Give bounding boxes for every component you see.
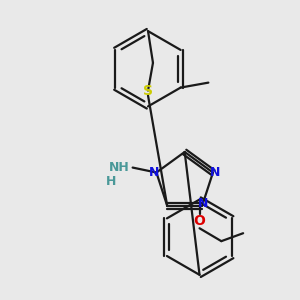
Text: NH: NH: [108, 161, 129, 174]
Text: N: N: [149, 166, 160, 179]
Text: N: N: [210, 166, 220, 179]
Text: O: O: [194, 214, 206, 228]
Text: N: N: [198, 197, 208, 210]
Text: H: H: [106, 175, 116, 188]
Text: S: S: [143, 84, 153, 98]
